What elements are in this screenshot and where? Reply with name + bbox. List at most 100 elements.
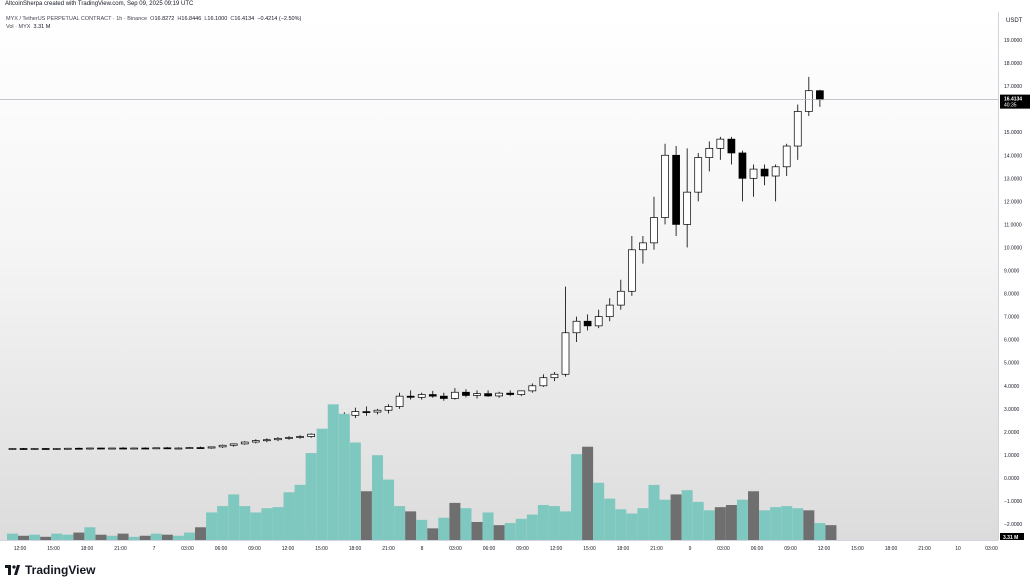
price-tick-label: −2.0000 — [1004, 522, 1022, 528]
volume-bar — [327, 404, 339, 540]
time-tick-label: 06:00 — [483, 546, 496, 552]
candle — [661, 143, 669, 225]
time-tick-label: 15:00 — [47, 546, 60, 552]
price-axis-svg: USDT 19.0000 18.0000 17.0000 15.0000 14.0000 1… — [1000, 18, 1030, 541]
volume-bar — [560, 511, 571, 540]
candle — [8, 448, 17, 450]
brand-name: TradingView — [25, 563, 96, 577]
candle — [804, 76, 813, 117]
time-tick-label: 06:00 — [215, 546, 228, 552]
volume-bar — [394, 506, 406, 540]
candle — [517, 390, 526, 397]
time-tick-label: 15:00 — [851, 546, 864, 552]
candle-body — [694, 157, 703, 193]
candle-body — [351, 411, 360, 416]
legend-high: 16.8446 — [181, 16, 202, 22]
candle — [86, 447, 94, 450]
candle — [451, 388, 459, 400]
candle-body — [451, 391, 459, 399]
legend-o-label: O — [150, 16, 155, 22]
volume-bar — [526, 514, 538, 540]
volume-bar — [736, 499, 748, 540]
time-axis-svg: 12:00 15:00 18:00 21:00 7 03:00 06:00 09:00 12:0… — [14, 546, 998, 552]
legend-vol-label[interactable]: Vol · MYX — [6, 24, 31, 30]
candle-body — [119, 447, 127, 450]
volume-bar — [195, 527, 207, 540]
price-axis[interactable]: USDT 19.0000 18.0000 17.0000 15.0000 14.0000 1… — [998, 12, 1032, 541]
candle — [307, 433, 315, 438]
volume-bar — [637, 508, 649, 540]
candle — [251, 439, 260, 444]
candle — [439, 392, 448, 401]
candle — [152, 447, 161, 450]
time-tick-label: 18:00 — [81, 546, 94, 552]
tradingview-logo-icon — [5, 565, 20, 575]
volume-bar — [427, 528, 439, 540]
time-tick-label: 09:00 — [248, 546, 261, 552]
legend: MYX / TetherUS PERPETUAL CONTRACT · 1h ·… — [6, 15, 301, 31]
candle — [263, 438, 271, 443]
candle — [52, 448, 61, 450]
candle — [119, 447, 127, 450]
volume-bar — [493, 525, 505, 540]
time-tick-label: 12:00 — [550, 546, 563, 552]
candle — [41, 448, 50, 450]
volume-bar — [338, 413, 350, 540]
legend-vol-value: 3.31 M — [33, 24, 51, 30]
candle — [395, 392, 404, 409]
candle — [97, 447, 105, 450]
candle — [473, 390, 481, 399]
candle — [274, 436, 282, 442]
candle-body — [650, 217, 658, 244]
candle-body — [749, 168, 758, 179]
legend-volume-row: Vol · MYX 3.31 M — [6, 23, 301, 31]
volume-bar — [703, 510, 715, 540]
candle-body — [307, 433, 315, 437]
price-tick-label: 14.0000 — [1004, 153, 1022, 159]
candle — [185, 447, 194, 449]
legend-c-label: C — [230, 16, 235, 22]
candle-body — [75, 447, 83, 450]
time-tick-label: 21:00 — [650, 546, 663, 552]
volume-bar — [40, 536, 52, 540]
volume-bar — [792, 508, 804, 540]
candle — [749, 164, 758, 197]
candle-body — [727, 138, 736, 154]
candle — [462, 389, 470, 398]
time-tick-label: 9 — [689, 546, 692, 552]
candle-body — [8, 448, 17, 450]
candle — [285, 436, 293, 440]
currency-label: USDT — [1006, 18, 1023, 24]
volume-bar — [62, 534, 74, 540]
legend-open: 16.8272 — [154, 16, 175, 22]
candle-body — [362, 411, 371, 413]
candle-body — [705, 147, 714, 158]
candlestick-plot[interactable] — [0, 12, 998, 540]
candle — [30, 448, 39, 450]
volume-bar — [825, 525, 837, 540]
candle-body — [395, 395, 404, 407]
candle-body — [661, 154, 669, 218]
time-tick-label: 09:00 — [516, 546, 529, 552]
time-tick-label: 15:00 — [315, 546, 328, 552]
candle-body — [495, 392, 503, 397]
volume-bar — [250, 512, 262, 540]
candle — [428, 390, 437, 398]
tradingview-logo: TradingView — [5, 563, 95, 577]
candle-body — [793, 111, 802, 147]
volume-bar — [18, 535, 30, 540]
price-tick-label: 6.0000 — [1004, 338, 1020, 344]
candle-body — [417, 394, 426, 398]
price-tick-label: 18.0000 — [1004, 61, 1022, 67]
legend-symbol[interactable]: MYX / TetherUS PERPETUAL CONTRACT · 1h ·… — [6, 16, 148, 22]
volume-bar — [471, 521, 483, 540]
candle-body — [108, 447, 116, 450]
time-tick-label: 12:00 — [818, 546, 831, 552]
chart-pane[interactable] — [0, 12, 998, 540]
volume-bar — [283, 492, 295, 540]
volume-bar — [294, 484, 306, 540]
candle-body — [539, 377, 548, 387]
candle — [583, 314, 592, 331]
time-axis[interactable]: 12:00 15:00 18:00 21:00 7 03:00 06:00 09:00 12:0… — [0, 540, 998, 555]
candle-body — [473, 393, 481, 396]
